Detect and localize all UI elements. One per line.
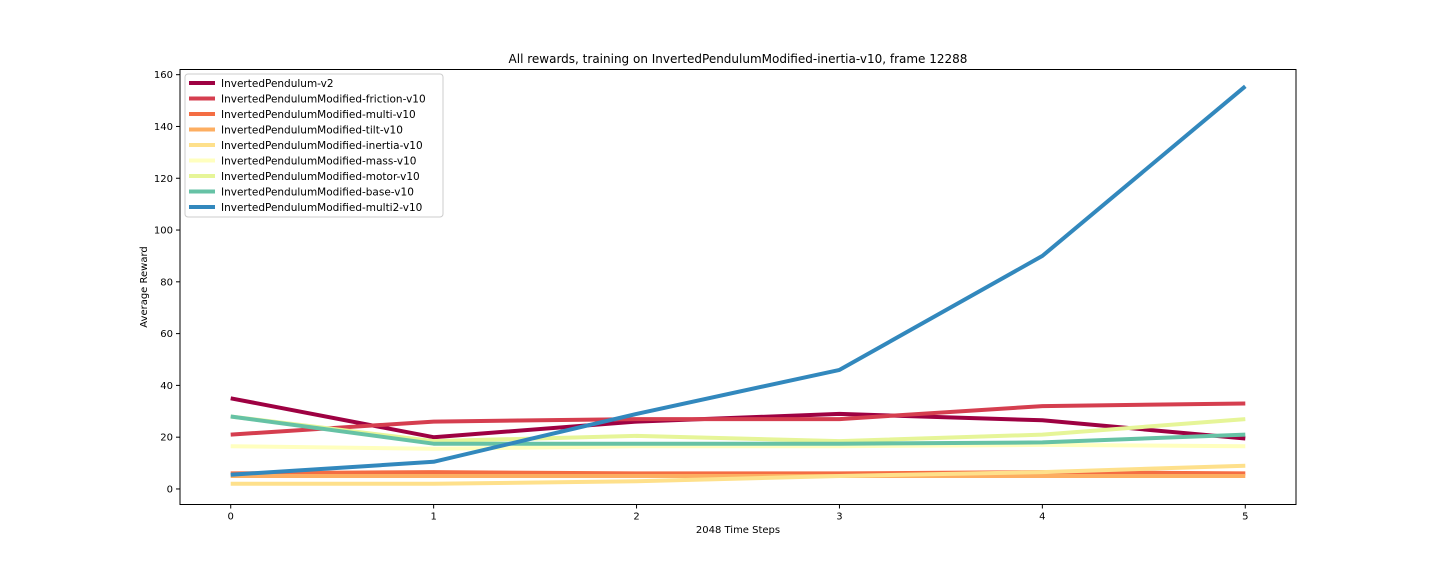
x-tick-label: 2 bbox=[633, 512, 639, 523]
y-tick-label: 160 bbox=[154, 70, 173, 81]
x-axis-label: 2048 Time Steps bbox=[696, 525, 780, 536]
chart-title: All rewards, training on InvertedPendulu… bbox=[509, 52, 968, 66]
x-tick-label: 1 bbox=[430, 512, 436, 523]
y-tick-label: 20 bbox=[160, 433, 173, 444]
y-tick-label: 140 bbox=[154, 122, 173, 133]
y-tick-label: 60 bbox=[160, 329, 173, 340]
x-tick-label: 5 bbox=[1242, 512, 1248, 523]
x-tick-label: 4 bbox=[1039, 512, 1045, 523]
y-tick-label: 120 bbox=[154, 174, 173, 185]
legend-label-5: InvertedPendulumModified-mass-v10 bbox=[221, 155, 416, 167]
legend-label-6: InvertedPendulumModified-motor-v10 bbox=[221, 171, 420, 183]
legend-label-2: InvertedPendulumModified-multi-v10 bbox=[221, 109, 416, 121]
x-tick-label: 3 bbox=[836, 512, 842, 523]
y-axis: 0 20 40 60 80 100 120 140 160 bbox=[154, 70, 180, 495]
legend: InvertedPendulum-v2 InvertedPendulumModif… bbox=[185, 74, 443, 217]
x-tick-label: 0 bbox=[228, 512, 234, 523]
y-tick-label: 100 bbox=[154, 226, 173, 237]
legend-label-7: InvertedPendulumModified-base-v10 bbox=[221, 186, 414, 198]
legend-label-4: InvertedPendulumModified-inertia-v10 bbox=[221, 140, 423, 152]
legend-label-8: InvertedPendulumModified-multi2-v10 bbox=[221, 202, 422, 214]
y-tick-label: 0 bbox=[167, 484, 173, 495]
legend-label-0: InvertedPendulum-v2 bbox=[221, 78, 334, 90]
legend-label-3: InvertedPendulumModified-tilt-v10 bbox=[221, 124, 403, 136]
y-tick-label: 80 bbox=[160, 277, 173, 288]
legend-label-1: InvertedPendulumModified-friction-v10 bbox=[221, 93, 426, 105]
x-axis: 0 1 2 3 4 5 bbox=[228, 505, 1249, 523]
y-axis-label: Average Reward bbox=[139, 246, 150, 327]
y-tick-label: 40 bbox=[160, 381, 173, 392]
